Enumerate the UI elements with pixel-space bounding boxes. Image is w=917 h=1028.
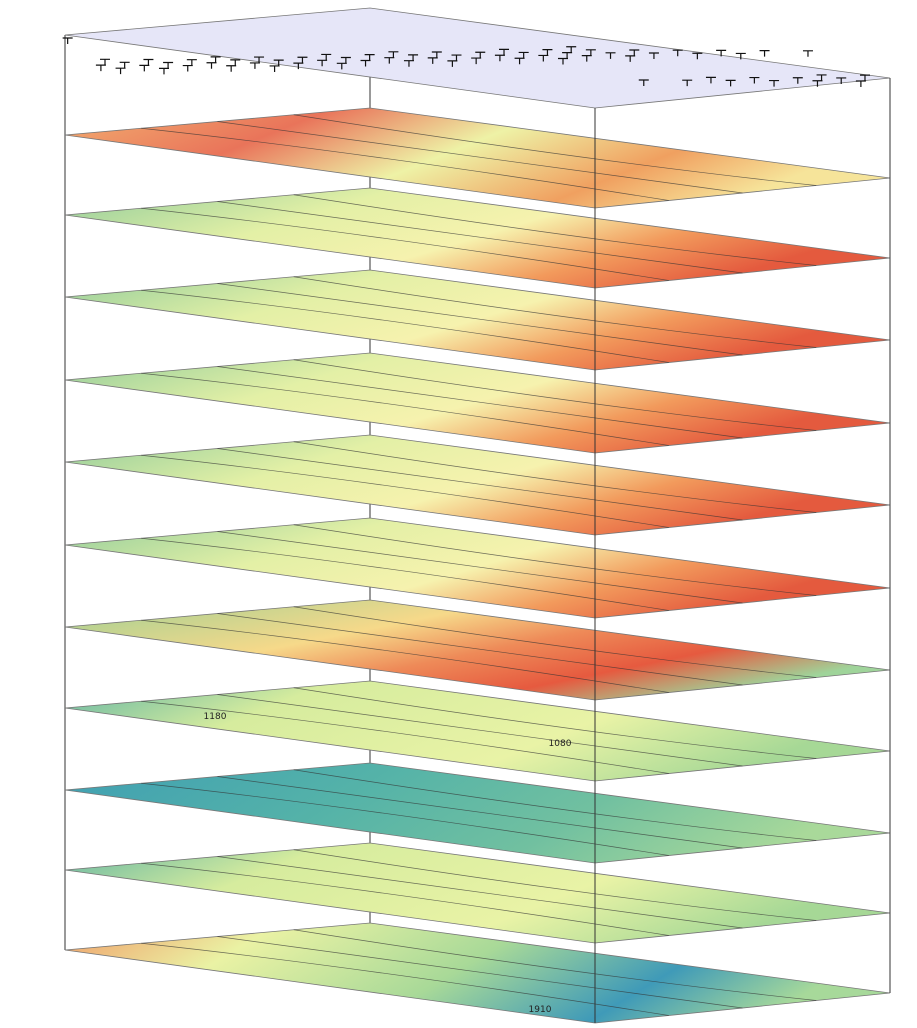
well-marker <box>143 60 153 66</box>
layer-surface <box>65 435 890 535</box>
layer-surface <box>65 681 890 781</box>
well-marker <box>96 65 106 71</box>
well-marker <box>250 63 260 69</box>
layer-surface <box>65 843 890 943</box>
well-marker <box>856 81 866 87</box>
well-marker <box>116 68 126 74</box>
well-marker <box>230 60 240 66</box>
layer-surface <box>65 270 890 370</box>
well-marker <box>159 68 169 74</box>
well-marker <box>163 63 173 69</box>
layers <box>63 8 890 1023</box>
layer-surface <box>65 108 890 208</box>
contour-label: 1910 <box>529 1005 552 1015</box>
well-marker <box>120 62 130 68</box>
well-marker <box>100 59 110 65</box>
well-marker <box>187 60 197 66</box>
well-marker <box>139 65 149 71</box>
layer-surface <box>65 600 890 700</box>
well-marker <box>270 66 280 72</box>
well-marker <box>760 51 770 57</box>
well-marker <box>207 63 217 69</box>
layer-surface <box>65 923 890 1023</box>
layer-surface <box>65 518 890 618</box>
layer-surface <box>65 188 890 288</box>
contour-label: 1180 <box>204 712 227 722</box>
layer-surface <box>65 353 890 453</box>
layer-surface <box>65 763 890 863</box>
contour-label: 1080 <box>549 739 572 749</box>
well-marker <box>63 38 73 44</box>
stacked-contour-maps: 1180 1080 1910 <box>0 0 917 1028</box>
well-marker <box>226 66 236 72</box>
well-marker <box>211 57 221 63</box>
well-marker <box>803 51 813 57</box>
well-marker <box>183 66 193 72</box>
